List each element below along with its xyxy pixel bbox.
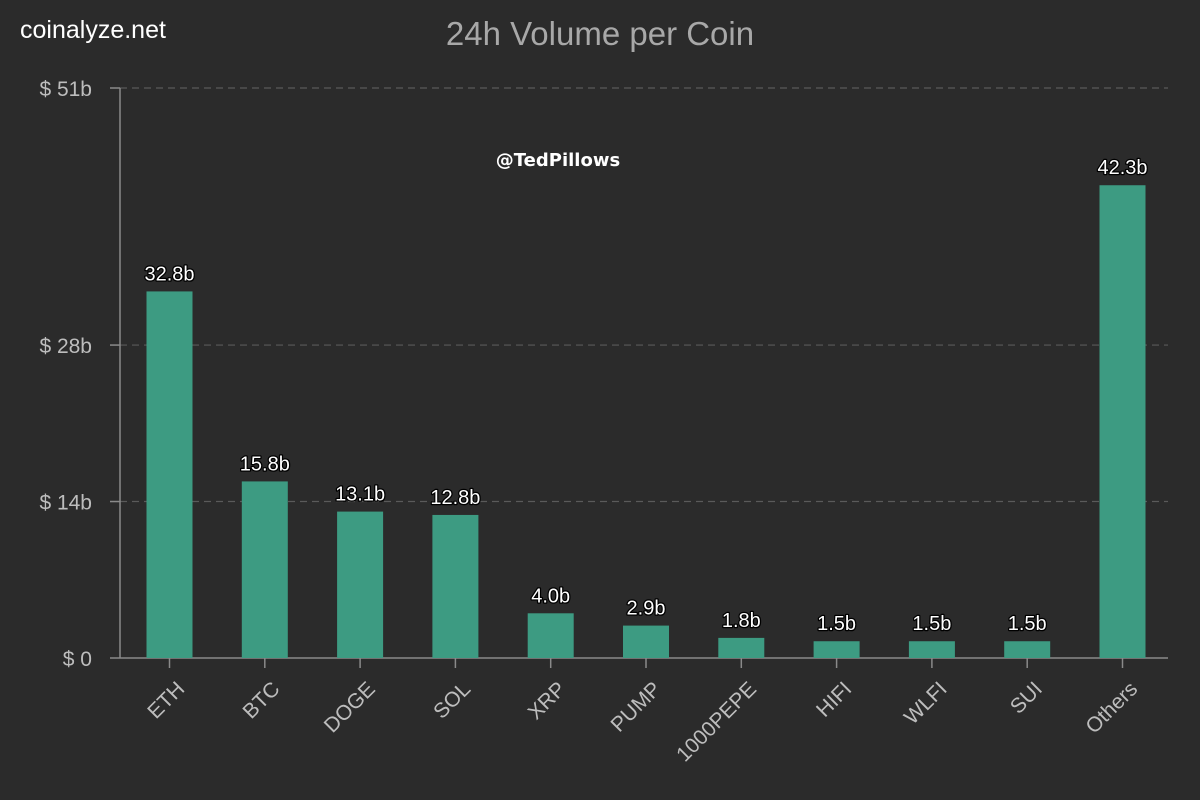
bar-1000pepe [718, 637, 765, 658]
bar-xrp [527, 613, 574, 658]
data-label: 1.5b [817, 613, 856, 635]
data-label: 15.8b [240, 453, 290, 475]
bar-hifi [813, 641, 860, 658]
data-label: 13.1b [335, 484, 385, 506]
data-label: 2.9b [627, 598, 666, 620]
data-label: 1.8b [722, 610, 761, 632]
x-tick-label: PUMP [607, 677, 666, 736]
chart-title: 24h Volume per Coin [445, 15, 755, 52]
x-tick-label: 1000PEPE [672, 677, 761, 766]
bar-sol [432, 514, 479, 658]
data-label: 1.5b [1008, 613, 1047, 635]
bar-doge [337, 511, 384, 658]
y-tick-label: $ 51b [39, 78, 92, 101]
x-tick-label: BTC [239, 677, 285, 723]
data-label: 1.5b [912, 613, 951, 635]
x-tick-label: HIFI [812, 677, 856, 721]
x-tick-label: XRP [524, 677, 571, 724]
x-tick-label: ETH [143, 677, 189, 723]
bar-btc [241, 481, 288, 658]
watermark-handle: @TedPillows [495, 150, 621, 171]
data-label: 42.3b [1097, 157, 1147, 179]
x-tick-label: Others [1081, 677, 1142, 738]
x-tick-label: WLFI [900, 677, 952, 729]
bar-pump [623, 625, 669, 658]
y-tick-label: $ 0 [63, 648, 92, 671]
data-label: 12.8b [430, 487, 480, 509]
bar-wlfi [908, 641, 955, 658]
x-tick-label: SUI [1006, 677, 1047, 718]
x-tick-label: SOL [429, 677, 475, 723]
brand-logo-text: coinalyze.net [20, 16, 166, 44]
data-label: 4.0b [531, 585, 570, 607]
x-tick-label: DOGE [320, 677, 380, 737]
y-tick-label: $ 28b [39, 335, 92, 358]
bar-sui [1004, 641, 1051, 658]
y-tick-label: $ 14b [39, 492, 92, 515]
bar-eth [146, 291, 193, 658]
bar-others [1099, 185, 1146, 658]
data-label: 32.8b [144, 263, 194, 285]
